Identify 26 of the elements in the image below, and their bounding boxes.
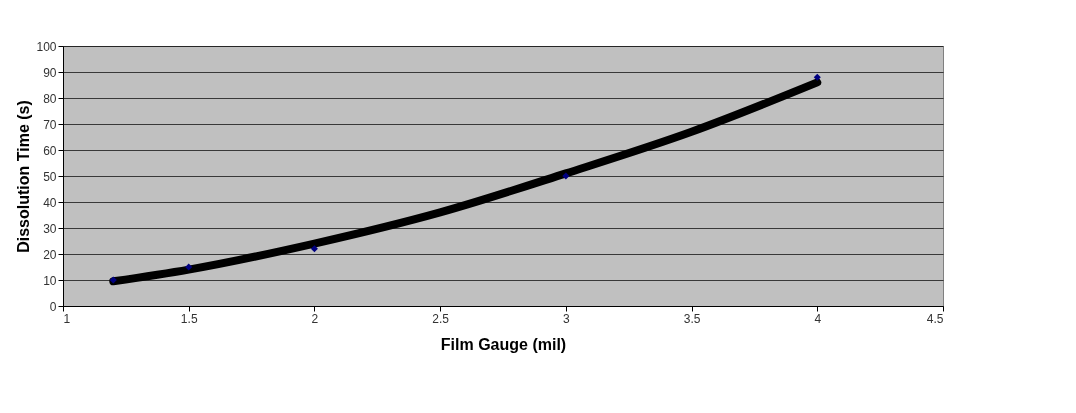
x-tick-label: 3.5 [683,311,701,326]
x-tick-label: 4 [814,311,822,326]
x-tick-label: 1.5 [180,311,198,326]
y-tick-label: 10 [43,273,57,288]
y-tick-label: 60 [43,143,57,158]
y-tick-label: 80 [43,91,57,106]
y-tick-label: 0 [49,299,57,314]
point [109,276,117,284]
y-tick-label: 70 [43,117,57,132]
x-tick-label: 3 [563,311,571,326]
y-tick-label: 50 [43,169,57,184]
x-tick-label: 1 [63,311,71,326]
x-tick-label: 2 [311,311,319,326]
point [813,73,821,81]
y-tick-label: 40 [43,195,57,210]
y-tick-label: 20 [43,247,57,262]
x-tick-label: 4.5 [926,311,944,326]
y-axis-title: Dissolution Time (s) [15,100,33,253]
x-tick-label: 2.5 [432,311,450,326]
point [562,172,570,180]
y-tick-label: 30 [43,221,57,236]
x-axis-title: Film Gauge (mil) [440,335,567,353]
y-tick-label: 100 [36,39,57,54]
point [185,263,193,271]
y-tick-label: 90 [43,65,57,80]
point [310,245,318,253]
